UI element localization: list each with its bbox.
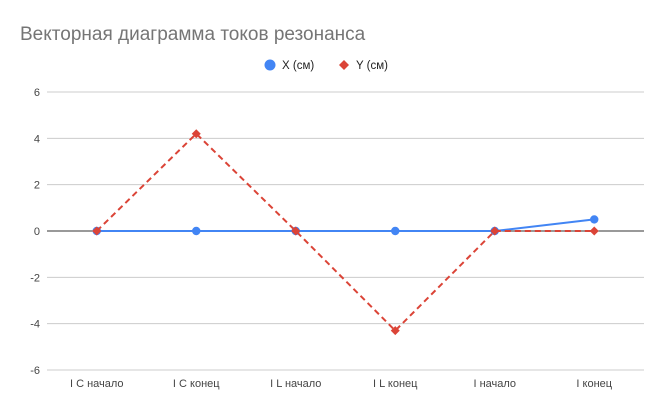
series-line [96, 218, 595, 232]
legend-marker [339, 60, 349, 70]
data-point [490, 226, 500, 236]
data-point [589, 226, 599, 236]
legend-item: X (см) [264, 59, 314, 72]
data-point [92, 226, 102, 236]
y-tick-label: 4 [34, 133, 40, 145]
series-layer [92, 129, 599, 336]
data-point [191, 129, 201, 139]
data-point [590, 215, 599, 224]
series-1 [92, 215, 599, 236]
legend-label: X (см) [282, 60, 314, 72]
legend: X (см) Y (см) [264, 59, 388, 72]
x-tick-label: I C начало [70, 378, 124, 390]
legend-marker [264, 59, 276, 71]
chart-title: Векторная диаграмма токов резонанса [20, 24, 366, 45]
y-tick-label: -4 [30, 319, 40, 331]
data-point [192, 226, 201, 236]
legend-label: Y (см) [356, 60, 388, 72]
x-tick-label: I конец [576, 378, 612, 390]
data-point [391, 226, 400, 236]
x-axis-tick-labels: I C начало I C конец I L начало I L конец I … [70, 378, 613, 390]
y-tick-label: -2 [30, 272, 40, 284]
y-tick-label: 2 [34, 180, 40, 192]
series-line [96, 132, 595, 333]
y-tick-label: -6 [30, 365, 40, 377]
legend-item: Y (см) [339, 60, 388, 72]
series-2 [92, 129, 599, 336]
y-tick-label: 6 [34, 87, 40, 99]
x-tick-label: I C конец [173, 378, 220, 390]
y-axis-tick-labels: -6 -4 -2 0 2 4 6 [30, 87, 40, 377]
data-point [291, 226, 301, 236]
y-tick-label: 0 [34, 226, 40, 238]
x-tick-label: I L конец [373, 378, 418, 390]
x-tick-label: I L начало [270, 378, 321, 390]
data-point [390, 326, 400, 336]
x-tick-label: I начало [473, 378, 516, 390]
